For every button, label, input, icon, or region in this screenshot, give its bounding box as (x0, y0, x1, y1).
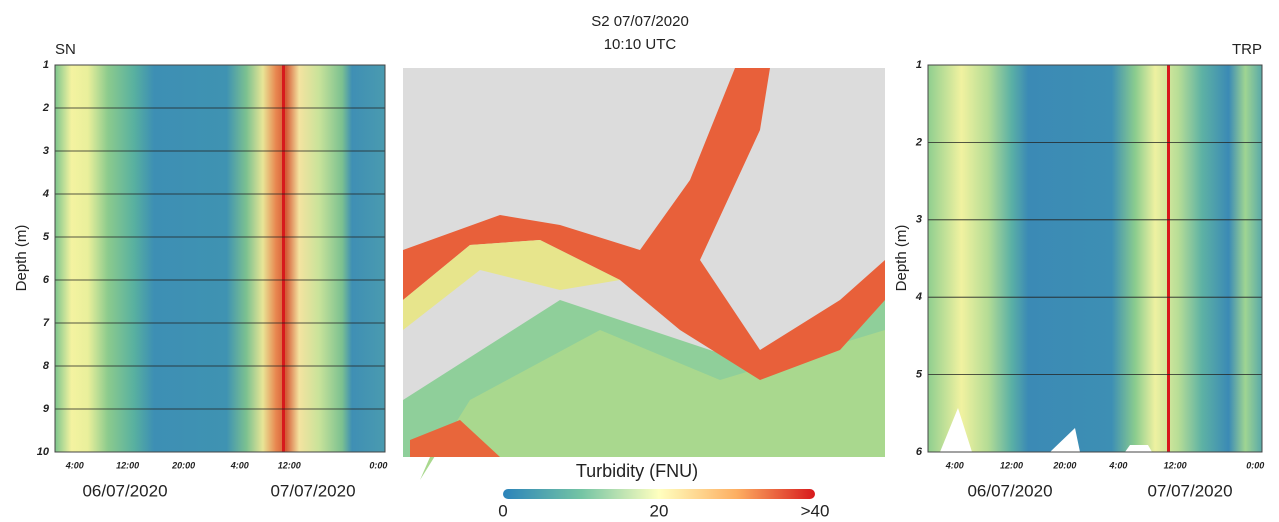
y-tick-label: 3 (916, 214, 922, 226)
y-axis-label: Depth (m) (893, 225, 910, 292)
y-tick-label: 8 (43, 360, 50, 372)
date-label: 06/07/2020 (82, 481, 167, 500)
colorbar-tick-label: 0 (498, 501, 507, 520)
x-tick-label: 12:00 (1000, 460, 1023, 470)
y-tick-label: 1 (916, 59, 922, 71)
x-tick-label: 20:00 (171, 460, 195, 470)
y-tick-label: 5 (43, 231, 50, 243)
colorbar (503, 489, 815, 499)
x-tick-label: 4:00 (1108, 460, 1127, 470)
x-tick-label: 20:00 (1052, 460, 1076, 470)
y-tick-label: 6 (916, 446, 923, 458)
panel-title: SN (55, 41, 76, 58)
y-tick-label: 9 (43, 403, 50, 415)
map-title: S2 07/07/2020 (591, 13, 689, 30)
y-tick-label: 1 (43, 59, 49, 71)
y-tick-label: 4 (915, 291, 922, 303)
trp-field (928, 65, 1262, 452)
colorbar-label: Turbidity (FNU) (576, 461, 698, 481)
y-tick-label: 2 (42, 102, 49, 114)
x-tick-label: 4:00 (65, 460, 84, 470)
y-tick-label: 6 (43, 274, 50, 286)
y-tick-label: 5 (916, 369, 923, 381)
y-tick-label: 3 (43, 145, 49, 157)
page: SN Depth (m) S2 07/07/2020 10:10 UTC Tur… (0, 0, 1279, 522)
date-label: 06/07/2020 (967, 481, 1052, 500)
y-axis-label: Depth (m) (13, 225, 30, 292)
x-tick-label: 12:00 (278, 460, 301, 470)
x-tick-label: 0:00 (1246, 460, 1264, 470)
map-subtitle: 10:10 UTC (604, 36, 677, 53)
date-label: 07/07/2020 (1147, 481, 1232, 500)
x-tick-label: 0:00 (369, 460, 387, 470)
x-tick-label: 4:00 (945, 460, 964, 470)
y-tick-label: 10 (37, 446, 50, 458)
y-tick-label: 2 (915, 136, 922, 148)
y-tick-label: 4 (42, 188, 49, 200)
time-marker (1167, 65, 1170, 452)
y-tick-label: 7 (43, 317, 50, 329)
figure: SN Depth (m) S2 07/07/2020 10:10 UTC Tur… (0, 0, 1279, 522)
x-tick-label: 12:00 (116, 460, 139, 470)
x-tick-label: 12:00 (1164, 460, 1187, 470)
panel-title: TRP (1232, 41, 1262, 58)
time-marker (282, 65, 285, 452)
colorbar-tick-label: >40 (801, 501, 830, 520)
date-label: 07/07/2020 (270, 481, 355, 500)
x-tick-label: 4:00 (230, 460, 249, 470)
colorbar-tick-label: 20 (650, 501, 669, 520)
sn-field (55, 65, 385, 452)
